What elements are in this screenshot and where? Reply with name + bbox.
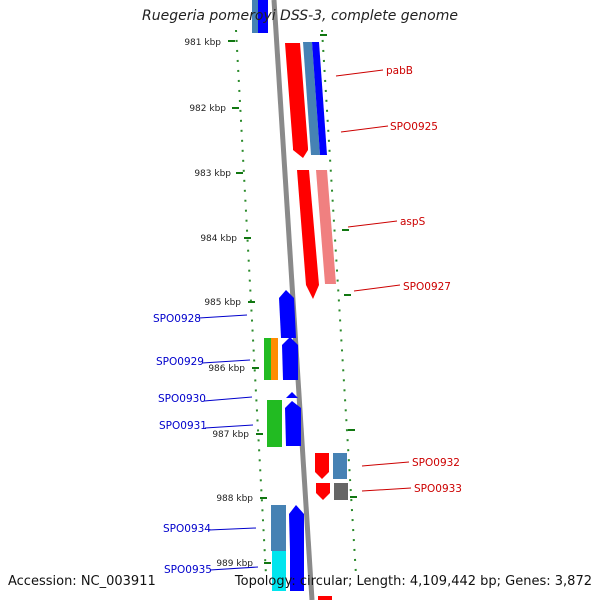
label-spo0927[interactable]: SPO0927 bbox=[403, 281, 451, 293]
leader-aspS bbox=[347, 220, 398, 228]
leader-spo0927 bbox=[353, 284, 401, 292]
gene-blue-spo0935[interactable] bbox=[290, 551, 304, 591]
leader-spo0925 bbox=[340, 125, 389, 133]
gene-green-spo0929[interactable] bbox=[264, 338, 271, 380]
gene-blue-1[interactable] bbox=[312, 42, 327, 155]
gene-pink-1[interactable] bbox=[316, 170, 336, 284]
gene-steel-1[interactable] bbox=[303, 42, 320, 155]
gene-blue-spo0930[interactable] bbox=[286, 392, 298, 398]
leader-pabB bbox=[335, 69, 384, 77]
leader-spo0933 bbox=[361, 487, 412, 492]
gene-steel-spo0932[interactable] bbox=[333, 453, 347, 479]
gene-red-spo0933[interactable] bbox=[316, 483, 330, 500]
label-spo0929[interactable]: SPO0929 bbox=[156, 356, 204, 368]
gene-steel-spo0934[interactable] bbox=[271, 505, 286, 551]
gene-blue-spo0934[interactable] bbox=[289, 505, 304, 551]
gene-top-steel bbox=[252, 0, 258, 33]
leader-spo0929 bbox=[201, 359, 251, 364]
label-spo0935[interactable]: SPO0935 bbox=[164, 564, 212, 576]
tick-label-988: 988 kbp bbox=[216, 494, 253, 504]
accession-text: Accession: NC_003911 bbox=[8, 574, 156, 589]
tick-label-983: 983 kbp bbox=[194, 169, 231, 179]
gene-blue-spo0929[interactable] bbox=[282, 337, 298, 380]
track-guide-left bbox=[235, 29, 267, 576]
label-spo0931[interactable]: SPO0931 bbox=[159, 420, 207, 432]
tick-label-987: 987 kbp bbox=[212, 430, 249, 440]
tick-marks bbox=[228, 34, 357, 564]
leader-spo0931 bbox=[204, 424, 254, 429]
label-spo0932[interactable]: SPO0932 bbox=[412, 457, 460, 469]
gene-red-2[interactable] bbox=[297, 170, 319, 299]
tick-label-986: 986 kbp bbox=[208, 364, 245, 374]
label-spo0934[interactable]: SPO0934 bbox=[163, 523, 211, 535]
gene-red-spo0932[interactable] bbox=[315, 453, 329, 479]
gene-cyan-spo0935[interactable] bbox=[272, 551, 286, 591]
gene-blue-spo0928[interactable] bbox=[279, 290, 296, 338]
track-guide-right bbox=[321, 29, 357, 576]
tick-label-989: 989 kbp bbox=[216, 559, 253, 569]
tick-label-981: 981 kbp bbox=[184, 38, 221, 48]
gene-gray-spo0933[interactable] bbox=[334, 483, 348, 500]
label-spo0930[interactable]: SPO0930 bbox=[158, 393, 206, 405]
genome-summary: Topology: circular; Length: 4,109,442 bp… bbox=[234, 574, 592, 589]
gene-green-spo0931[interactable] bbox=[267, 400, 282, 447]
label-aspS[interactable]: aspS bbox=[400, 216, 426, 228]
leader-spo0928 bbox=[198, 314, 248, 319]
label-pabB[interactable]: pabB bbox=[386, 65, 413, 77]
tick-label-984: 984 kbp bbox=[200, 234, 237, 244]
gene-red-bottom bbox=[318, 596, 332, 600]
leader-spo0935 bbox=[209, 566, 259, 571]
label-spo0933[interactable]: SPO0933 bbox=[414, 483, 462, 495]
gene-blue-spo0931[interactable] bbox=[285, 401, 301, 446]
label-spo0925[interactable]: SPO0925 bbox=[390, 121, 438, 133]
gene-orange-spo0929[interactable] bbox=[271, 338, 278, 380]
leader-spo0932 bbox=[361, 461, 410, 467]
gene-red-1[interactable] bbox=[285, 43, 308, 158]
gene-top-blue bbox=[258, 0, 268, 33]
label-spo0928[interactable]: SPO0928 bbox=[153, 313, 201, 325]
tick-label-985: 985 kbp bbox=[204, 298, 241, 308]
tick-label-982: 982 kbp bbox=[189, 104, 226, 114]
leader-spo0934 bbox=[208, 527, 257, 531]
leader-spo0930 bbox=[203, 396, 253, 402]
genome-title: Ruegeria pomeroyi DSS-3, complete genome bbox=[142, 8, 458, 24]
